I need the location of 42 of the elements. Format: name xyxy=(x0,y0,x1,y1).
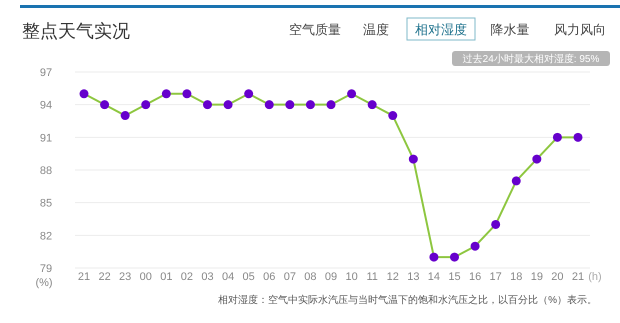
x-tick-label: 05 xyxy=(242,271,255,283)
text: 相对湿度：空气中实际水汽压与当时气温下的饱和水汽压之比，以百分比（%）表示。 xyxy=(218,294,597,306)
x-tick-label: 23 xyxy=(119,271,132,283)
x-tick-label: 17 xyxy=(490,271,502,283)
x-tick-label: 21 xyxy=(572,271,584,283)
x-tick-label: 03 xyxy=(201,271,214,283)
x-tick-label: 02 xyxy=(180,271,194,283)
x-tick-label: 19 xyxy=(530,271,543,283)
y-tick-label: 79 xyxy=(40,263,52,275)
x-tick-label: 18 xyxy=(510,271,522,283)
text: 温度 xyxy=(363,22,389,37)
x-tick-label: 10 xyxy=(345,271,358,283)
x-tick-label: 13 xyxy=(407,271,420,283)
x-tick-label: 06 xyxy=(263,271,276,283)
y-tick-label: 82 xyxy=(40,230,52,242)
x-tick-label: 21 xyxy=(78,271,90,283)
x-tick-label: 09 xyxy=(324,271,338,283)
x-tick-label: 12 xyxy=(386,271,399,283)
text: 降水量 xyxy=(490,22,530,37)
y-axis-title: (%) xyxy=(35,277,53,289)
y-tick-label: 88 xyxy=(40,165,52,177)
text: 空气质量 xyxy=(289,22,341,37)
x-axis-title: (h) xyxy=(588,271,602,283)
text: 过去24小时最大相对湿度: 95% xyxy=(462,53,600,65)
y-tick-label: 85 xyxy=(40,198,52,210)
y-tick-label: 97 xyxy=(40,67,52,79)
x-tick-label: 01 xyxy=(160,271,172,283)
x-tick-label: 15 xyxy=(448,271,461,283)
x-tick-label: 16 xyxy=(468,271,482,283)
x-tick-label: 08 xyxy=(304,271,317,283)
x-tick-label: 14 xyxy=(428,271,440,283)
chart-title: 整点天气实况 xyxy=(22,21,130,41)
x-tick-label: 04 xyxy=(222,271,234,283)
y-tick-label: 94 xyxy=(40,100,52,112)
text: 相对湿度 xyxy=(415,22,467,37)
x-tick-label: 11 xyxy=(366,271,378,283)
x-tick-label: 07 xyxy=(284,271,296,283)
x-tick-label: 00 xyxy=(140,271,152,283)
x-tick-label: 22 xyxy=(98,271,111,283)
x-tick-label: 20 xyxy=(551,271,564,283)
y-tick-label: 91 xyxy=(40,132,52,144)
text: 风力风向 xyxy=(554,22,606,37)
